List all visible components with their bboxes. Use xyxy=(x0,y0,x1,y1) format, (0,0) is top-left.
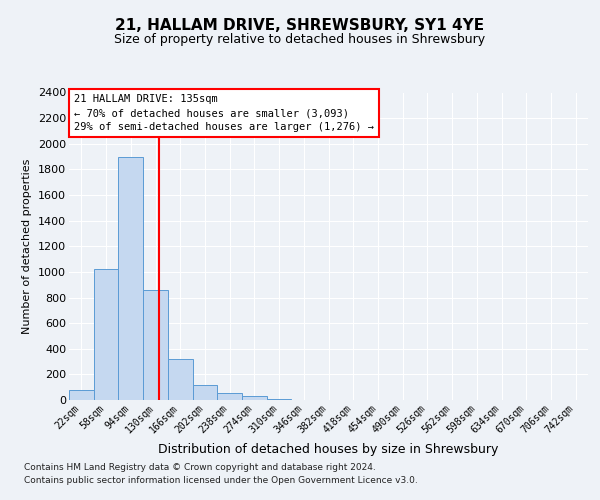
Bar xyxy=(143,290,168,400)
Bar xyxy=(193,386,217,400)
X-axis label: Distribution of detached houses by size in Shrewsbury: Distribution of detached houses by size … xyxy=(158,443,499,456)
Text: Contains HM Land Registry data © Crown copyright and database right 2024.: Contains HM Land Registry data © Crown c… xyxy=(24,462,376,471)
Text: Size of property relative to detached houses in Shrewsbury: Size of property relative to detached ho… xyxy=(115,32,485,46)
Bar xyxy=(118,156,143,400)
Bar xyxy=(168,359,193,400)
Bar xyxy=(242,396,267,400)
Bar xyxy=(69,390,94,400)
Text: Contains public sector information licensed under the Open Government Licence v3: Contains public sector information licen… xyxy=(24,476,418,485)
Bar xyxy=(217,393,242,400)
Text: 21 HALLAM DRIVE: 135sqm
← 70% of detached houses are smaller (3,093)
29% of semi: 21 HALLAM DRIVE: 135sqm ← 70% of detache… xyxy=(74,94,374,132)
Text: 21, HALLAM DRIVE, SHREWSBURY, SY1 4YE: 21, HALLAM DRIVE, SHREWSBURY, SY1 4YE xyxy=(115,18,485,32)
Bar xyxy=(267,398,292,400)
Bar xyxy=(94,270,118,400)
Y-axis label: Number of detached properties: Number of detached properties xyxy=(22,158,32,334)
